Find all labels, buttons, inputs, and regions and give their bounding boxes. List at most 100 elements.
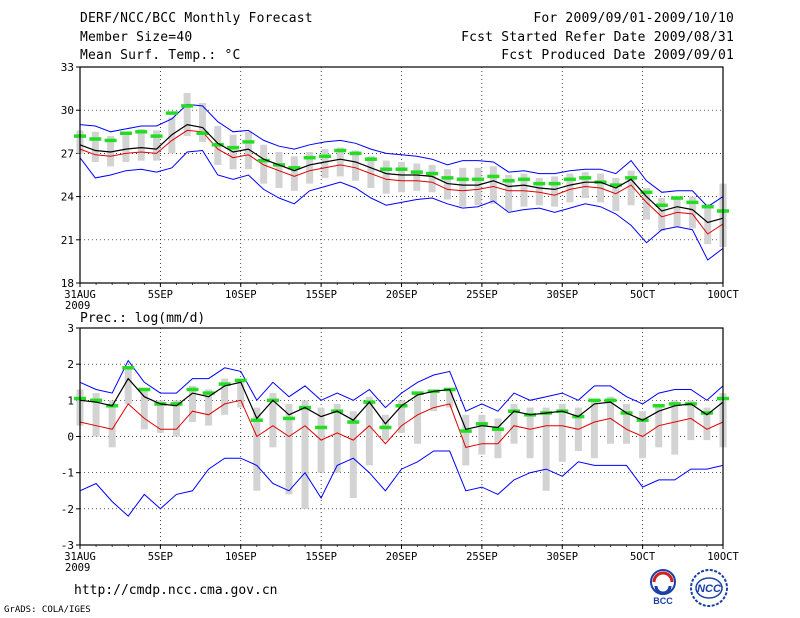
temp-spread-bar (413, 163, 421, 191)
temp-spread-bar (627, 170, 635, 206)
prec-spread-bar (639, 411, 647, 459)
temp-xtick-label: 10SEP (225, 289, 257, 301)
prec-spread-bar (446, 389, 454, 408)
forecast-start-date: Fcst Started Refer Date 2009/08/31 (461, 30, 734, 45)
temp-red-line (79, 129, 724, 235)
prec-ytick-label: -1 (61, 467, 74, 480)
prec-spread-bar (590, 400, 598, 459)
prec-ytick-label: 2 (67, 358, 74, 371)
bcc-logo: BCC (650, 569, 676, 606)
temp-ytick-label: 27 (61, 147, 74, 160)
prec-panel-title: Prec.: log(mm/d) (80, 311, 205, 326)
prec-spread-bar (606, 396, 614, 444)
prec-spread-bar (124, 367, 132, 404)
temp-spread-bar (443, 169, 451, 200)
temp-year-label: 2009 (65, 300, 90, 312)
prec-spread-bar (269, 393, 277, 448)
temp-spread-bar (704, 203, 712, 245)
prec-spread-bar (108, 400, 116, 448)
temp-spread-bar (91, 131, 99, 163)
temp-spread-bar (260, 144, 268, 184)
prec-spread-bar (430, 389, 438, 412)
grads-credit: GrADS: COLA/IGES (4, 605, 91, 615)
prec-xtick-label: 15SEP (305, 551, 337, 563)
bcc-logo-text: BCC (653, 596, 673, 606)
temp-spread-bar (398, 162, 405, 193)
prec-spread-bar (92, 393, 100, 437)
temp-spread-bar (244, 131, 252, 170)
forecast-produced-date: Fcst Produced Date 2009/09/01 (501, 48, 734, 63)
temp-xtick-label: 25SEP (466, 289, 498, 301)
temp-spread-bar (673, 196, 681, 227)
temp-spread-bar (352, 150, 360, 181)
prec-spread-bar (140, 389, 148, 430)
temp-ytick-label: 30 (61, 104, 74, 117)
temp-ytick-label: 21 (61, 234, 74, 247)
temp-xtick-label: 10OCT (707, 289, 739, 301)
prec-spread-bar (156, 400, 164, 433)
temp-spread-bar (367, 156, 375, 188)
prec-spread-bar (398, 400, 405, 433)
prec-spread-bar (414, 393, 422, 444)
variable-label: Mean Surf. Temp.: °C (80, 48, 241, 63)
prec-spread-bar (671, 400, 679, 455)
temp-lower-bound-line (79, 149, 724, 261)
prec-spread-bar (623, 403, 631, 444)
temp-spread-bar (382, 160, 390, 194)
temp-spread-bar (520, 173, 528, 207)
prec-spread-bar (301, 400, 309, 509)
temp-spread-bar (505, 175, 513, 211)
prec-spread-bar (687, 400, 695, 441)
temp-spread-bar (658, 198, 666, 232)
prec-spread-bar (542, 407, 550, 491)
prec-ytick-label: 1 (67, 394, 74, 407)
temp-spread-bar (290, 156, 298, 191)
temp-xtick-label: 5SEP (148, 289, 173, 301)
temp-spread-bar (198, 103, 206, 142)
temp-spread-bar (428, 164, 436, 193)
prec-xtick-label: 30SEP (546, 551, 578, 563)
temp-spread-bar (321, 149, 329, 178)
prec-spread-bar (237, 378, 245, 408)
temp-spread-bar (336, 147, 344, 177)
temp-ytick-label: 33 (61, 61, 74, 74)
prec-spread-bar (205, 389, 213, 426)
temp-spread-bar (275, 151, 283, 188)
temp-spread-bar (107, 136, 115, 167)
temp-spread-bar (137, 128, 145, 161)
temp-ytick-label: 24 (61, 191, 75, 204)
prec-ytick-label: 0 (67, 431, 74, 444)
prec-spread-bar (558, 403, 566, 462)
prec-spread-bar (494, 418, 502, 459)
prec-xtick-label: 5SEP (148, 551, 173, 563)
prec-xtick-label: 20SEP (386, 551, 418, 563)
temp-spread-bar (642, 187, 650, 220)
prec-spread-bar (365, 396, 373, 466)
temp-ytick-label: 18 (61, 277, 74, 290)
prec-xtick-label: 31AUG (64, 551, 96, 563)
temp-spread-bar (688, 196, 696, 229)
prec-mean-line (79, 377, 724, 430)
temp-mean-line (79, 123, 724, 224)
prec-spread-bar (462, 414, 470, 466)
temp-spread-bar (581, 172, 589, 199)
temp-spread-bar (306, 151, 314, 184)
prec-spread-bar (333, 403, 341, 473)
prec-xtick-label: 5OCT (630, 551, 656, 563)
temp-xtick-label: 30SEP (546, 289, 578, 301)
prec-upper-bound-line (79, 359, 724, 412)
prec-year-label: 2009 (65, 562, 90, 574)
member-size: Member Size=40 (80, 30, 193, 45)
prec-spread-bar (172, 400, 180, 437)
temp-plot-frame (79, 66, 724, 284)
temp-xtick-label: 5OCT (630, 289, 656, 301)
temp-spread-bar (153, 130, 161, 161)
prec-spread-bar (349, 411, 357, 498)
prec-lower-bound-line (79, 450, 724, 517)
prec-ytick-label: -2 (61, 503, 74, 516)
prec-plot-frame (79, 327, 724, 546)
footer-url[interactable]: http://cmdp.ncc.cma.gov.cn (74, 583, 278, 598)
prec-spread-bar (703, 407, 711, 441)
prec-xtick-label: 25SEP (466, 551, 498, 563)
